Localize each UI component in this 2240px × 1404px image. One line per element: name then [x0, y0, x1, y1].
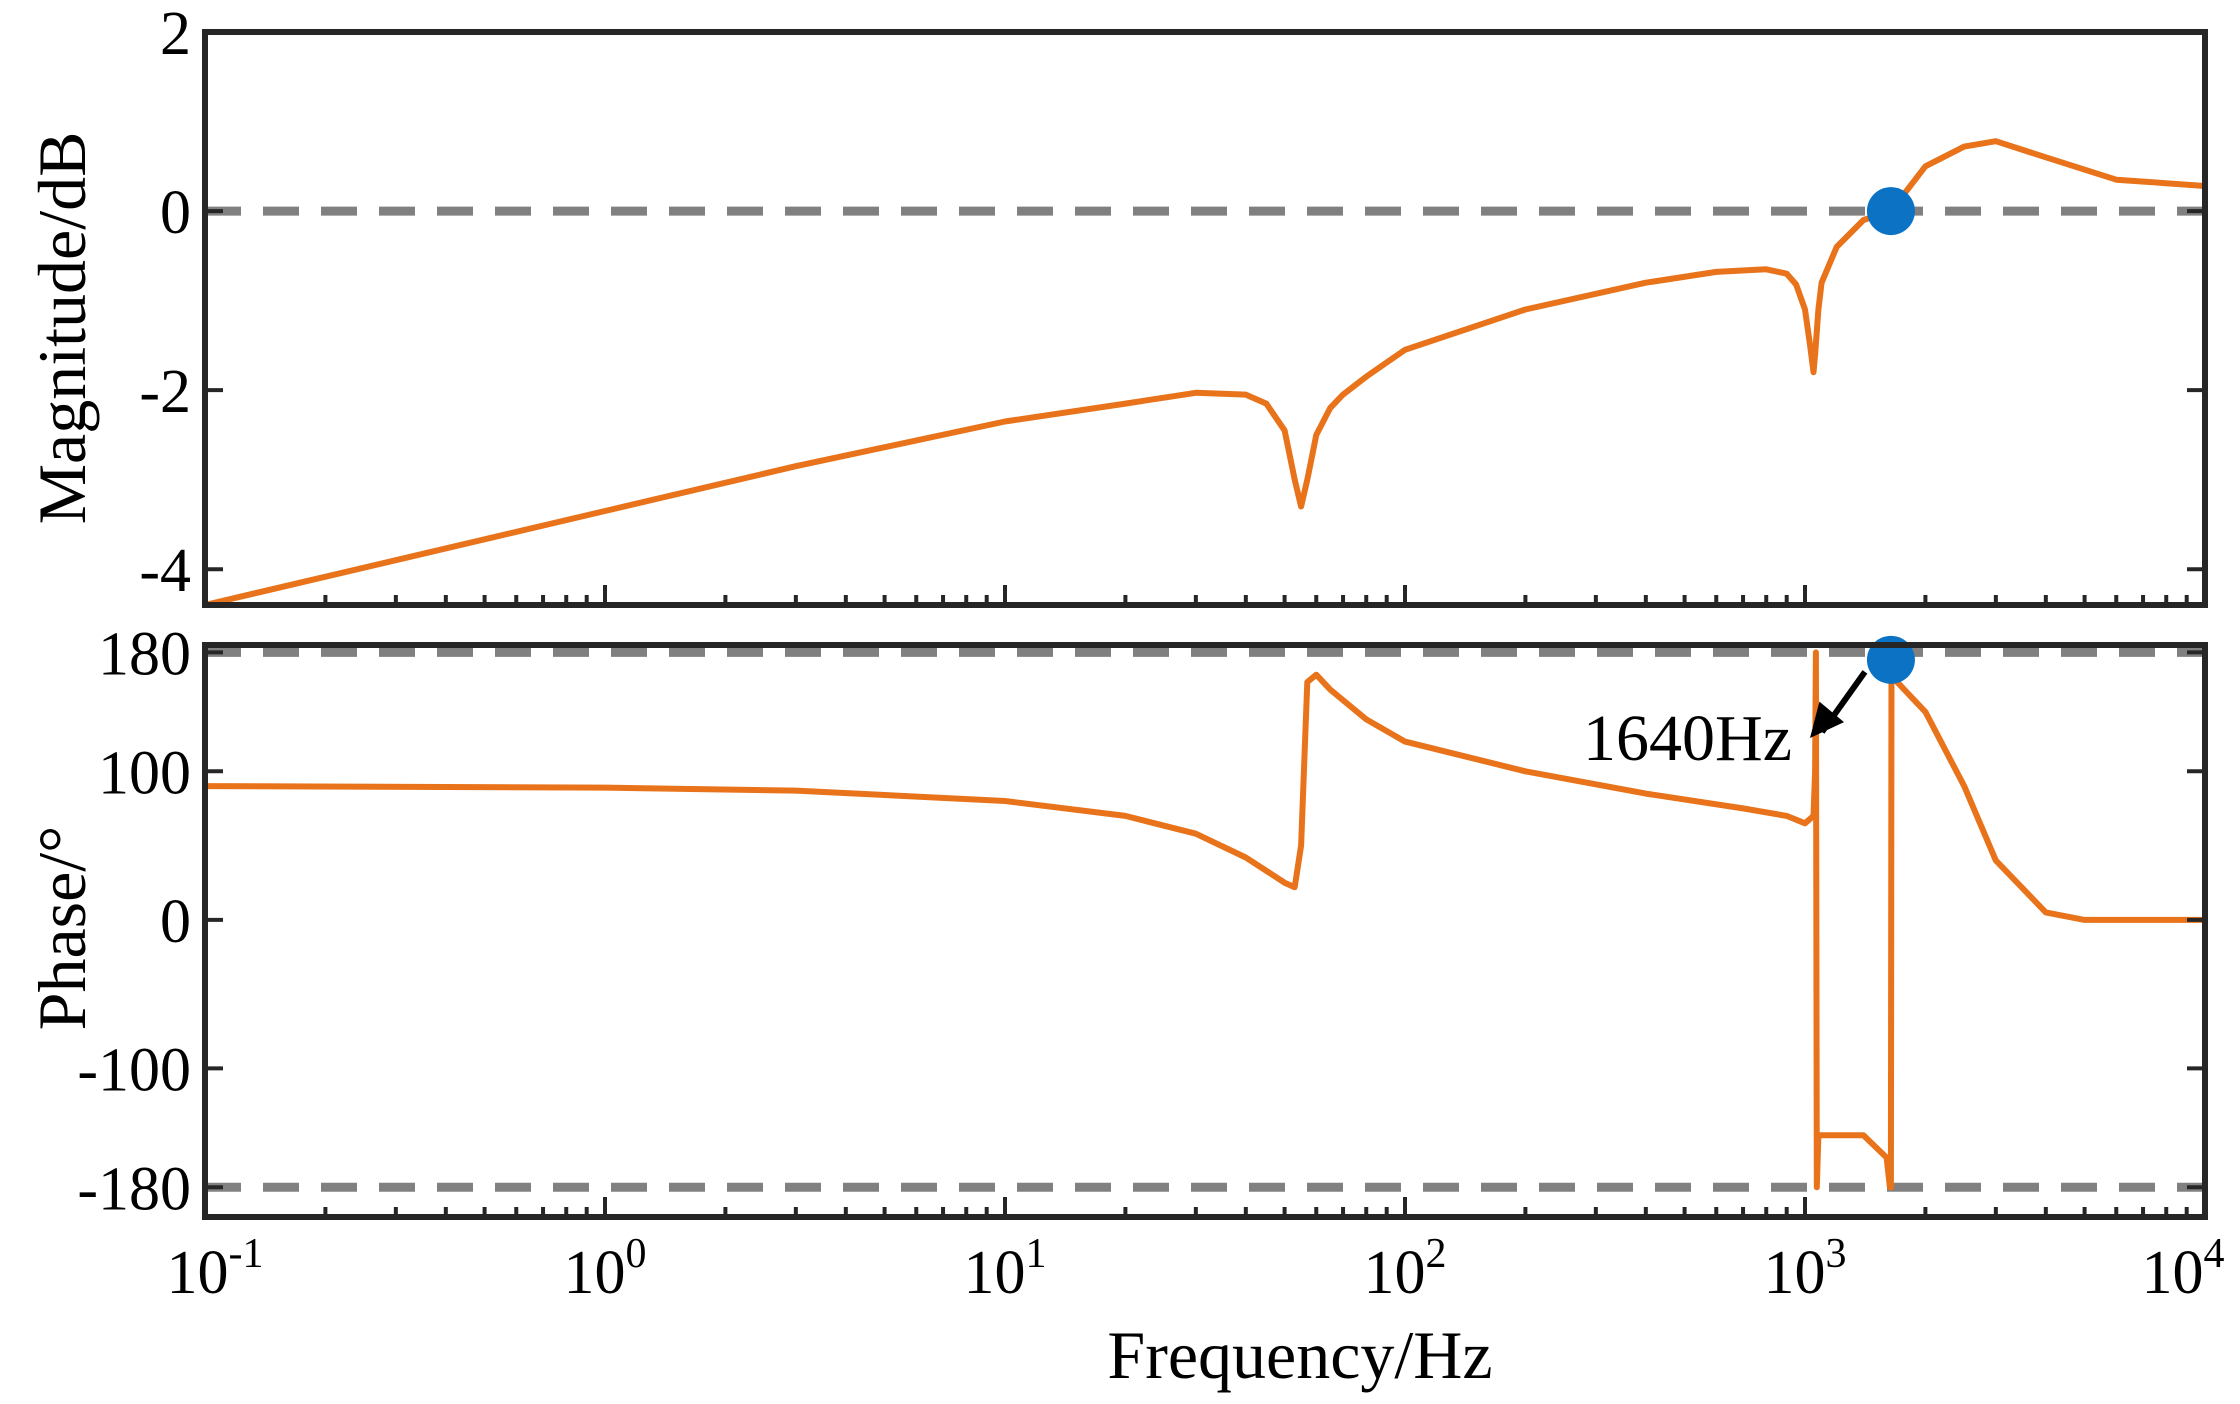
x-tick-label: 102 [1364, 1231, 1447, 1307]
x-tick-label: 104 [2142, 1231, 2225, 1307]
phase-y-axis-label: Phase/° [24, 826, 100, 1031]
magnitude-panel: 2 0 -2 -4 Magnitude/dB [24, 0, 2208, 608]
phase-y-ticks: 180 100 0 -100 -180 [77, 620, 2205, 1223]
y-tick-label: 2 [160, 0, 191, 68]
frequency-annotation: 1640Hz [1583, 702, 1792, 775]
magnitude-y-axis-label: Magnitude/dB [24, 132, 100, 525]
y-tick-label: 0 [160, 179, 191, 247]
phase-axes-frame [202, 642, 2208, 1220]
frequency-x-ticks: 10-1 100 101 102 103 104 [167, 585, 2225, 1307]
y-tick-label: 100 [98, 739, 191, 807]
y-tick-label: -2 [139, 358, 191, 426]
y-tick-label: -100 [77, 1036, 191, 1104]
phase-panel: 180 100 0 -100 -180 10-1 100 101 102 103 104 Phas… [24, 585, 2225, 1393]
y-tick-label: 180 [98, 620, 191, 688]
annotation-arrowhead [1810, 701, 1845, 738]
y-tick-label: -180 [77, 1155, 191, 1223]
y-tick-label: -4 [139, 537, 191, 605]
x-tick-label: 101 [964, 1231, 1047, 1307]
x-tick-label: 10-1 [167, 1231, 264, 1307]
frequency-x-axis-label: Frequency/Hz [1107, 1317, 1492, 1393]
x-tick-label: 100 [564, 1231, 647, 1307]
y-tick-label: 0 [160, 888, 191, 956]
magnitude-axes-frame [202, 29, 2208, 608]
crossover-marker [1866, 187, 1915, 236]
phase-curve [204, 649, 2205, 1191]
x-tick-label: 103 [1764, 1231, 1847, 1307]
magnitude-y-ticks: 2 0 -2 -4 [139, 0, 2205, 605]
